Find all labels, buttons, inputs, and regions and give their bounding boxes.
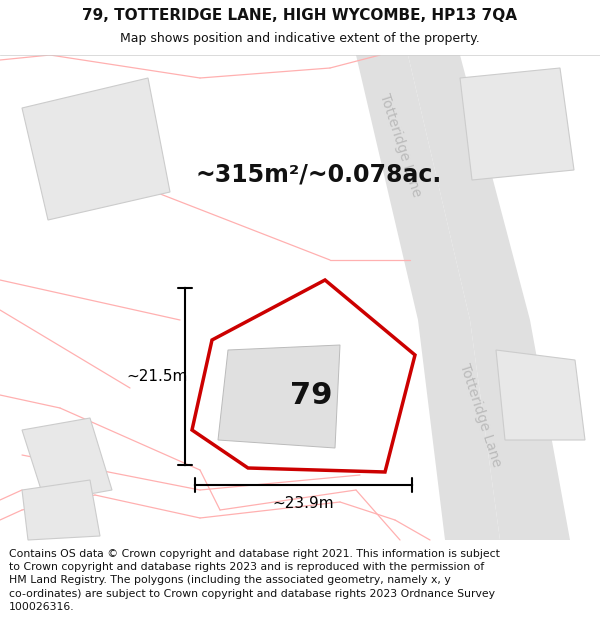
Polygon shape [22, 418, 112, 502]
Polygon shape [356, 55, 470, 320]
Text: Totteridge Lane: Totteridge Lane [377, 91, 424, 199]
Text: ~21.5m: ~21.5m [127, 369, 188, 384]
Text: Map shows position and indicative extent of the property.: Map shows position and indicative extent… [120, 32, 480, 45]
Text: ~23.9m: ~23.9m [272, 496, 334, 511]
Polygon shape [22, 78, 170, 220]
Polygon shape [496, 350, 585, 440]
Polygon shape [408, 55, 530, 320]
Text: Contains OS data © Crown copyright and database right 2021. This information is : Contains OS data © Crown copyright and d… [9, 549, 500, 612]
Text: Totteridge Lane: Totteridge Lane [457, 361, 503, 469]
Polygon shape [470, 320, 570, 540]
Polygon shape [418, 320, 500, 540]
Text: 79, TOTTERIDGE LANE, HIGH WYCOMBE, HP13 7QA: 79, TOTTERIDGE LANE, HIGH WYCOMBE, HP13 … [83, 8, 517, 23]
Text: 79: 79 [290, 381, 332, 411]
Polygon shape [22, 480, 100, 540]
Text: ~315m²/~0.078ac.: ~315m²/~0.078ac. [195, 163, 441, 187]
Polygon shape [460, 68, 574, 180]
Polygon shape [218, 345, 340, 448]
